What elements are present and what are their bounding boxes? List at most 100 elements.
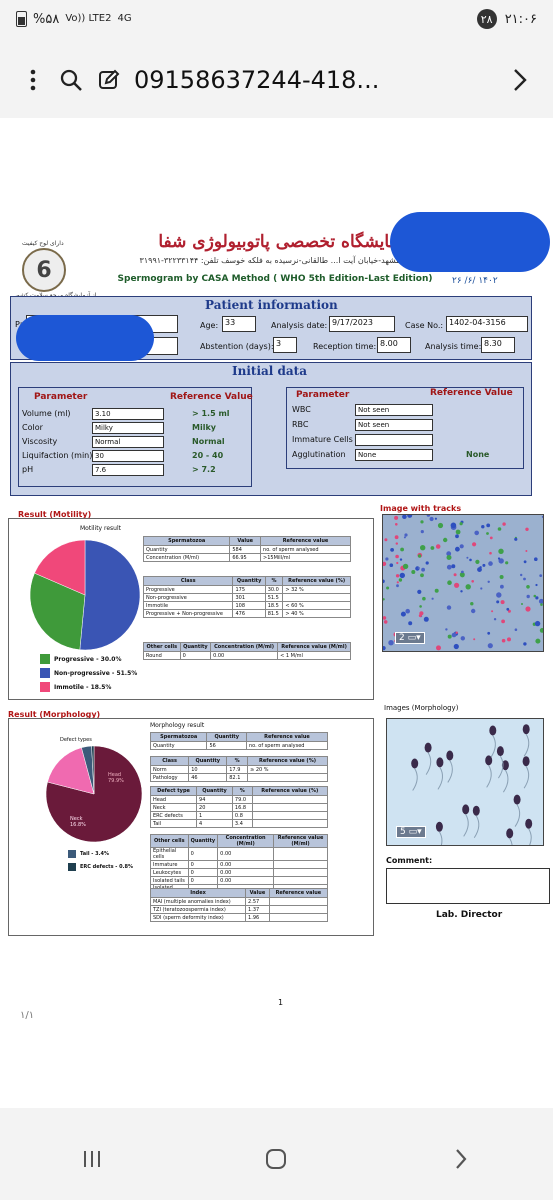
sperm-track-dot xyxy=(420,530,424,534)
network-type: 4G xyxy=(117,13,132,24)
table-cell: 18.5 xyxy=(264,601,284,610)
morphology-image-counter[interactable]: 5 ▭▾ xyxy=(396,826,426,838)
table-header-cell: Other cells xyxy=(143,642,181,652)
morphology-image[interactable] xyxy=(386,718,544,846)
edit-icon[interactable] xyxy=(90,61,128,99)
sperm-track-dot xyxy=(481,525,485,529)
sperm-track-dot xyxy=(396,581,399,584)
accreditation-top: دارای لوح کیفیت xyxy=(22,240,64,247)
sperm-track-dot xyxy=(471,608,476,614)
table-header-row: Other cells Quantity Concentration (M/ml) R… xyxy=(150,834,328,848)
table-cell: 81.5 xyxy=(264,609,284,618)
sperm-track-dot xyxy=(469,558,472,562)
sperm-track-dot xyxy=(501,638,506,643)
initial-param-label: Immature Cells xyxy=(292,435,353,444)
sperm-head xyxy=(435,821,443,832)
table-header-cell: Class xyxy=(142,576,234,586)
signal-icon: Vo)) LTE2 xyxy=(65,13,112,24)
legend-label: Immotile - 18.5% xyxy=(54,683,112,691)
table-cell: 0 xyxy=(187,868,219,877)
table-cell: 46 xyxy=(188,773,228,782)
sperm-track-dot xyxy=(459,544,464,549)
table-cell: 0 xyxy=(187,860,219,869)
sperm-track-dot xyxy=(417,566,420,570)
initial-param-label: Viscosity xyxy=(22,437,58,446)
status-bar: %۵۸ Vo)) LTE2 4G ۲۸ ۲۱:۰۶ xyxy=(0,0,553,38)
search-icon[interactable] xyxy=(52,61,90,99)
initial-param-value: 7.6 xyxy=(92,464,164,476)
sperm-track-dot xyxy=(534,620,541,627)
recents-icon[interactable] xyxy=(62,1139,122,1179)
sperm-track-dot xyxy=(496,600,500,604)
table-row: Quantity 584 no. of sperm analysed xyxy=(142,545,351,554)
analysis-date-label: Analysis date: xyxy=(271,321,328,330)
tracks-image[interactable] xyxy=(382,514,544,652)
table-cell: Immature xyxy=(150,860,189,869)
sperm-track-dot xyxy=(535,596,539,600)
sperm-track-dot xyxy=(497,557,501,560)
table-cell: Norm xyxy=(149,765,190,774)
table-cell: 16.8 xyxy=(231,803,253,812)
pie-slice-erc xyxy=(91,745,95,795)
initial-param-value: Milky xyxy=(92,422,164,434)
pie-label-head-value: 79.9% xyxy=(108,778,124,784)
abstention-value: 3 xyxy=(273,337,297,353)
document-title: 09158637244-418... xyxy=(134,66,380,94)
sperm-track-dot xyxy=(402,515,407,519)
table-cell: 1.37 xyxy=(245,905,270,914)
chevron-right-icon[interactable] xyxy=(501,61,539,99)
sperm-track-dot xyxy=(502,522,506,526)
table-cell: Quantity xyxy=(142,545,231,554)
initial-param-label: Color xyxy=(22,423,43,432)
sperm-tail xyxy=(523,765,530,789)
sperm-track-dot xyxy=(434,517,437,520)
sperm-tail xyxy=(438,831,443,845)
table-cell xyxy=(251,803,329,812)
sperm-track-dot xyxy=(453,643,459,650)
sperm-track-dot xyxy=(514,628,518,631)
sperm-track-dot xyxy=(437,522,444,529)
sperm-track-dot xyxy=(404,533,408,537)
sperm-track-dot xyxy=(474,530,479,536)
initial-param-label: Liquifaction (min) xyxy=(22,451,93,460)
back-icon[interactable] xyxy=(431,1139,491,1179)
case-label: Case No.: xyxy=(405,321,444,330)
sperm-track-dot xyxy=(500,584,504,589)
sperm-track-dot xyxy=(395,542,398,545)
pie-label-neck-name: Neck xyxy=(70,816,83,822)
analysis-time-label: Analysis time: xyxy=(425,342,482,351)
sperm-track-dot xyxy=(473,638,476,641)
home-icon[interactable] xyxy=(246,1139,306,1179)
tracks-image-counter[interactable]: 2 ▭▾ xyxy=(395,632,425,644)
sperm-track-dot xyxy=(540,603,543,606)
app-toolbar: 09158637244-418... xyxy=(0,50,553,110)
table-header-cell: Index xyxy=(149,888,247,898)
sperm-track-dot xyxy=(498,558,504,564)
pie-slice-immotile xyxy=(34,539,86,596)
table-cell: 20 xyxy=(196,803,233,812)
sperm-track-dot xyxy=(383,620,388,624)
sperm-track-dot xyxy=(443,537,448,543)
sperm-track-dot xyxy=(420,573,424,578)
sperm-track-dot xyxy=(480,587,483,590)
reception-time-value: 8.00 xyxy=(377,337,411,353)
motility-class-table: Class Quantity% Reference value (%) Progres… xyxy=(142,576,351,618)
sperm-track-dot xyxy=(417,554,422,558)
sperm-track-dot xyxy=(400,547,404,552)
table-cell xyxy=(247,773,328,782)
initial-param-label: Agglutination xyxy=(292,450,346,459)
status-left: %۵۸ Vo)) LTE2 4G xyxy=(16,11,132,27)
table-row: Norm 10 17.9 ≥ 20 % xyxy=(149,765,328,774)
sperm-track-dot xyxy=(460,636,465,641)
table-cell: 108 xyxy=(232,601,266,610)
sperm-track-dot xyxy=(398,578,403,582)
system-nav-bar xyxy=(0,1118,553,1200)
sperm-tail xyxy=(473,815,480,838)
table-cell: 10 xyxy=(188,765,228,774)
more-vert-icon[interactable] xyxy=(14,61,52,99)
table-cell: Epithelial cells xyxy=(150,847,189,861)
table-cell: Head xyxy=(149,795,198,804)
sperm-track-dot xyxy=(421,567,425,572)
table-header-row: Class Quantity% Reference value (%) xyxy=(142,576,351,586)
table-header-cell: Spermatozoa xyxy=(142,536,231,546)
